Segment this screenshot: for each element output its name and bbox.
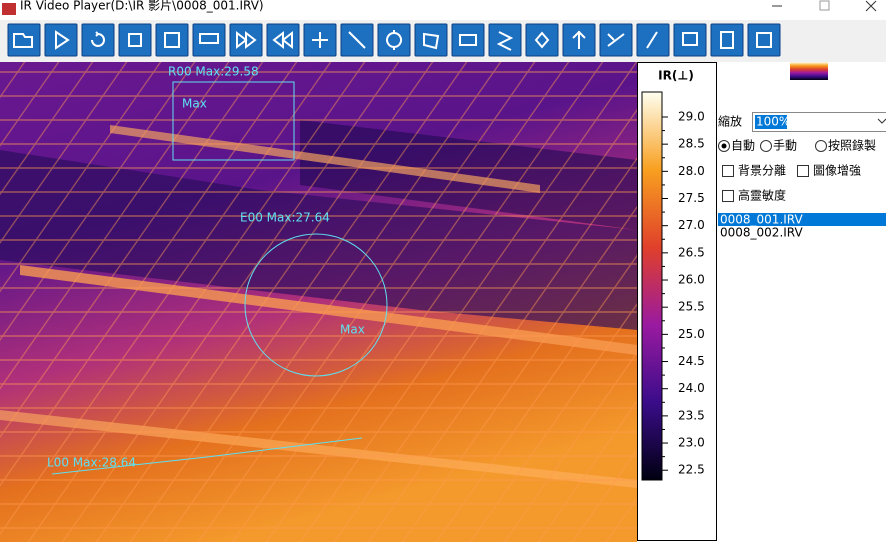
colorbar xyxy=(641,91,663,481)
roi-rectangle[interactable] xyxy=(172,81,295,161)
checkbox-label: 背景分離 xyxy=(738,164,786,178)
colorbar-tick-label: 27.0 xyxy=(678,218,705,232)
toolbar-icon xyxy=(682,32,698,46)
radio-label: 手動 xyxy=(773,139,797,153)
roi-line-label: L00 Max:28.64 xyxy=(47,456,136,470)
colorbar-tick-label: 25.5 xyxy=(678,300,705,314)
roi-rect-label: R00 Max:29.58 xyxy=(168,65,259,79)
toolbar-icon xyxy=(496,31,514,51)
colorbar-tick-label: 27.5 xyxy=(678,191,705,205)
toolbar-button[interactable] xyxy=(673,23,707,57)
colorbar-tick-label: 29.0 xyxy=(678,109,705,123)
toolbar-icon xyxy=(720,31,734,49)
zoom-label: 縮放 xyxy=(718,114,742,129)
toolbar-button[interactable] xyxy=(118,23,152,57)
zoom-selection xyxy=(755,115,787,129)
toolbar-icon xyxy=(534,31,550,49)
file-item[interactable]: 0008_002.IRV xyxy=(720,226,803,240)
thermal-image xyxy=(0,62,637,542)
radio-label: 自動 xyxy=(731,139,755,153)
checkbox[interactable] xyxy=(797,165,809,177)
side-panel xyxy=(717,62,886,542)
roi-ellipse[interactable] xyxy=(244,233,388,377)
window-title: IR Video Player(D:\IR 影片\0008_001.IRV) xyxy=(20,0,264,13)
radio-label: 按照錄製 xyxy=(828,138,876,153)
toolbar-icon xyxy=(423,32,440,50)
toolbar-button[interactable] xyxy=(414,23,448,57)
toolbar-icon xyxy=(386,30,403,50)
roi-rect-max: Max xyxy=(182,97,207,111)
toolbar-icon xyxy=(646,31,658,49)
colorbar-tick-label: 26.5 xyxy=(678,245,705,259)
colorbar-tick-label: 23.5 xyxy=(678,408,705,422)
roi-line[interactable] xyxy=(51,437,363,475)
colorbar-tick-label: 23.0 xyxy=(678,436,705,450)
title-bar xyxy=(0,0,886,20)
maximize-button[interactable] xyxy=(819,0,830,11)
dropdown-arrow xyxy=(877,118,886,124)
toolbar-icon xyxy=(272,30,293,50)
toolbar-button[interactable] xyxy=(81,23,115,57)
toolbar-button[interactable] xyxy=(451,23,485,57)
checkbox-label: 高靈敏度 xyxy=(738,188,786,203)
toolbar-icon xyxy=(607,33,625,47)
toolbar-button[interactable] xyxy=(747,23,781,57)
radio-button[interactable] xyxy=(815,140,827,152)
close-button[interactable] xyxy=(865,0,877,12)
toolbar-icon xyxy=(312,32,328,48)
colorbar-tick-label: 28.5 xyxy=(678,137,705,151)
toolbar-icon xyxy=(236,30,257,50)
toolbar-button[interactable] xyxy=(525,23,559,57)
app-icon xyxy=(2,3,16,15)
colorbar-tick-label: 22.5 xyxy=(678,463,705,477)
toolbar-icon xyxy=(13,33,33,48)
toolbar-icon xyxy=(55,30,70,50)
toolbar-button[interactable] xyxy=(377,23,411,57)
toolbar-icon xyxy=(128,33,142,47)
colorbar-tick-label: 24.0 xyxy=(678,381,705,395)
zoom-value: 100% xyxy=(756,115,790,129)
file-selection xyxy=(718,213,886,226)
radio-button[interactable] xyxy=(760,140,772,152)
toolbar-icon xyxy=(459,34,477,46)
colorbar-tick-label: 26.0 xyxy=(678,273,705,287)
checkbox[interactable] xyxy=(722,165,734,177)
checkbox-label: 圖像增強 xyxy=(813,164,861,178)
toolbar-icon xyxy=(348,31,366,49)
palette-preview[interactable] xyxy=(790,62,828,80)
toolbar-icon xyxy=(572,30,586,49)
toolbar-icon xyxy=(164,32,180,48)
toolbar-button[interactable] xyxy=(155,23,189,57)
toolbar-button[interactable] xyxy=(44,23,78,57)
toolbar-button[interactable] xyxy=(7,23,41,57)
colorbar-tick-label: 28.0 xyxy=(678,164,705,178)
roi-ellipse-max: Max xyxy=(340,323,365,337)
colorbar-title: IR(⊥) xyxy=(658,69,694,83)
toolbar-icon xyxy=(756,32,772,48)
colorbar-tick-label: 24.5 xyxy=(678,354,705,368)
file-item[interactable]: 0008_001.IRV xyxy=(720,213,803,227)
toolbar-icon xyxy=(199,33,219,44)
toolbar-button[interactable] xyxy=(192,23,226,57)
radio-dot xyxy=(721,143,727,149)
roi-ellipse-label: E00 Max:27.64 xyxy=(240,211,330,225)
checkbox[interactable] xyxy=(722,190,734,202)
toolbar-button[interactable] xyxy=(710,23,744,57)
toolbar-icon xyxy=(91,31,105,47)
colorbar-tick-label: 25.0 xyxy=(678,327,705,341)
